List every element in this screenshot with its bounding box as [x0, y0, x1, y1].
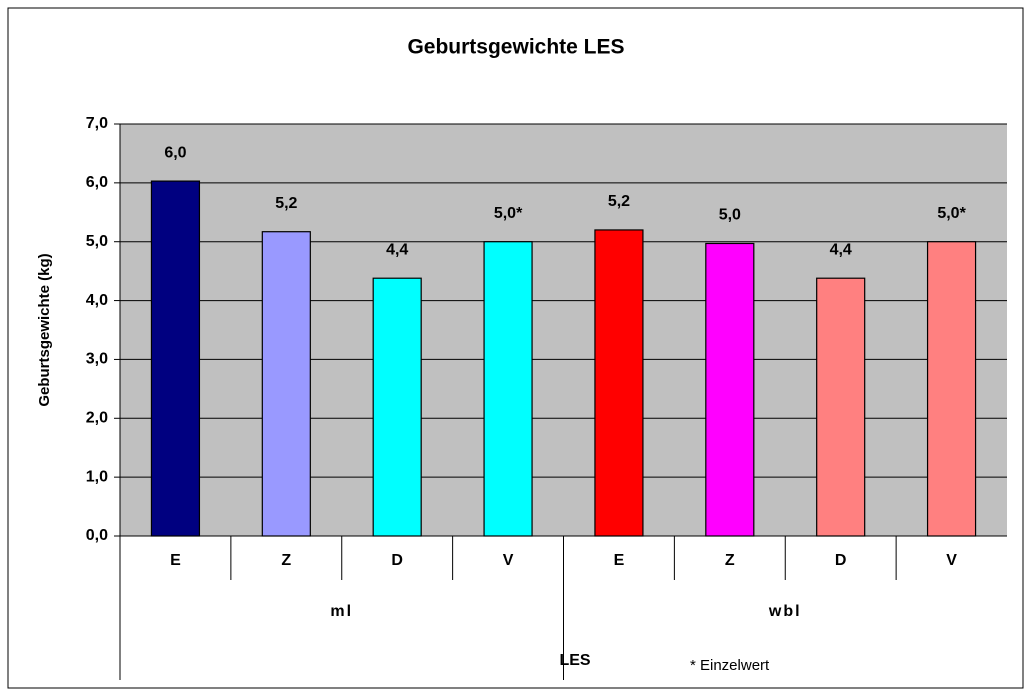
bar — [816, 277, 866, 537]
bar — [594, 229, 644, 537]
data-label: 4,4 — [386, 241, 408, 258]
data-label: 5,2 — [608, 193, 630, 210]
plot-area — [120, 124, 1007, 536]
y-tick-label: 0,0 — [86, 527, 108, 544]
bar — [150, 180, 201, 537]
data-label: 5,0* — [937, 205, 966, 222]
data-label: 5,0 — [719, 207, 741, 224]
x-tick-label: E — [170, 552, 181, 569]
note: * Einzelwert — [690, 657, 770, 674]
y-tick-label: 2,0 — [86, 410, 108, 427]
data-label: 4,4 — [830, 241, 852, 258]
y-tick-label: 3,0 — [86, 351, 108, 368]
x-tick-label: Z — [725, 552, 735, 569]
bar — [372, 277, 422, 537]
bar — [483, 241, 533, 537]
y-tick-label: 1,0 — [86, 468, 108, 485]
data-label: 5,2 — [275, 195, 297, 212]
bar — [705, 242, 755, 537]
x-tick-label: D — [835, 552, 847, 569]
bar — [926, 241, 977, 537]
y-tick-label: 5,0 — [86, 233, 108, 250]
y-axis-title: Geburtsgewichte (kg) — [36, 253, 53, 406]
y-tick-label: 7,0 — [86, 115, 108, 132]
x-axis-title: LES — [559, 652, 590, 669]
chart-title: Geburtsgewichte LES — [407, 36, 624, 59]
group-label: wbl — [768, 603, 802, 620]
data-label: 5,0* — [494, 205, 523, 222]
y-tick-label: 4,0 — [86, 292, 108, 309]
bar — [261, 231, 311, 537]
y-tick-label: 6,0 — [86, 174, 108, 191]
x-tick-label: V — [503, 552, 514, 569]
data-label: 6,0 — [164, 144, 186, 161]
x-tick-label: Z — [281, 552, 291, 569]
x-tick-label: E — [614, 552, 625, 569]
x-tick-label: D — [391, 552, 403, 569]
group-label: ml — [330, 603, 353, 620]
x-tick-label: V — [946, 552, 957, 569]
